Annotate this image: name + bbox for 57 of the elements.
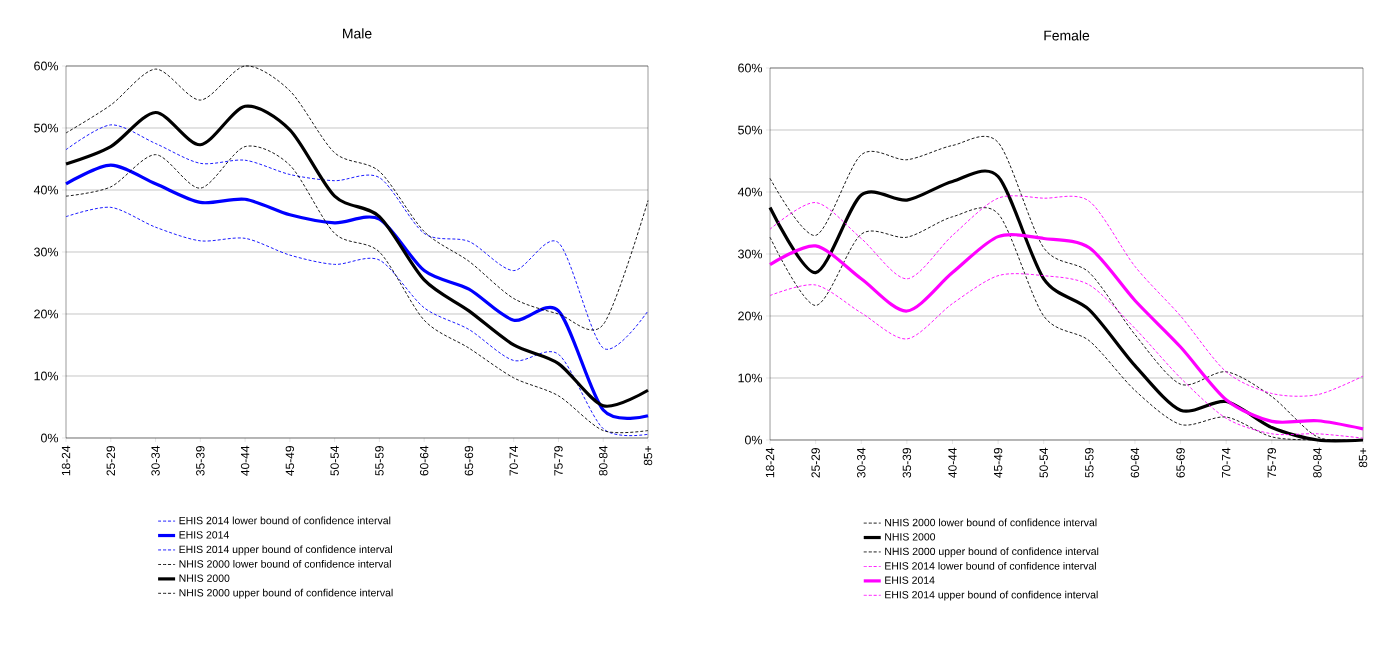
x-tick-label: 60-64 xyxy=(1130,447,1140,478)
y-tick-label: 30% xyxy=(34,247,59,257)
chart-title: Male xyxy=(343,28,372,39)
chart-title: Female xyxy=(1044,30,1090,41)
x-tick-label: 35-39 xyxy=(902,448,912,478)
x-tick-label: 60-64 xyxy=(419,445,429,476)
legend-label: NHIS 2000 xyxy=(179,574,230,582)
x-tick-label: 25-29 xyxy=(811,448,820,478)
y-tick-label: 40% xyxy=(737,187,763,197)
x-tick-label: 65-69 xyxy=(1176,448,1185,478)
x-tick-label: 80-84 xyxy=(1313,447,1322,478)
legend-label: EHIS 2014 xyxy=(179,531,229,539)
legend-label: NHIS 2000 upper bound of confidence interval xyxy=(885,547,1099,558)
legend-label: NHIS 2000 xyxy=(885,533,936,541)
x-tick-label: 35-39 xyxy=(196,446,205,476)
x-tick-label: 30-34 xyxy=(857,447,866,478)
y-tick-label: 50% xyxy=(738,125,763,135)
x-tick-label: 85+ xyxy=(643,446,653,466)
x-tick-label: 50-54 xyxy=(330,445,339,476)
x-tick-label: 18-24 xyxy=(61,445,71,476)
legend-label: NHIS 2000 lower bound of confidence interval xyxy=(885,518,1097,527)
x-tick-label: 40-44 xyxy=(948,447,957,478)
legend-label: EHIS 2014 upper bound of confidence interval xyxy=(179,545,392,556)
legend-label: EHIS 2014 lower bound of confidence interval xyxy=(179,516,391,525)
x-tick-label: 75-79 xyxy=(1267,448,1277,478)
y-tick-label: 0% xyxy=(744,435,763,445)
legend-label: NHIS 2000 upper bound of confidence interval xyxy=(179,588,393,599)
y-tick-label: 50% xyxy=(34,123,59,133)
y-tick-label: 20% xyxy=(738,311,763,321)
x-tick-label: 80-84 xyxy=(599,445,608,476)
legend-label: EHIS 2014 xyxy=(885,576,935,584)
x-tick-label: 55-59 xyxy=(1085,448,1094,478)
x-tick-label: 85+ xyxy=(1358,448,1368,468)
y-tick-label: 20% xyxy=(34,309,59,319)
x-tick-label: 25-29 xyxy=(106,446,116,476)
y-tick-label: 0% xyxy=(40,433,59,443)
legend-label: EHIS 2014 upper bound of confidence interval xyxy=(885,590,1098,601)
x-tick-label: 55-59 xyxy=(375,446,384,476)
x-tick-label: 70-74 xyxy=(509,445,518,476)
x-tick-label: 30-34 xyxy=(151,445,160,476)
y-tick-label: 30% xyxy=(738,249,763,259)
x-tick-label: 40-44 xyxy=(240,445,250,476)
y-tick-label: 10% xyxy=(34,371,59,381)
y-tick-label: 60% xyxy=(738,63,763,73)
x-tick-label: 18-24 xyxy=(765,447,775,478)
x-tick-label: 45-49 xyxy=(993,448,1003,478)
y-tick-label: 10% xyxy=(738,373,763,383)
x-tick-label: 50-54 xyxy=(1039,447,1048,478)
line-series xyxy=(65,124,649,350)
x-tick-label: 75-79 xyxy=(554,446,563,476)
x-tick-label: 70-74 xyxy=(1221,447,1231,478)
x-tick-label: 65-69 xyxy=(464,446,474,476)
legend-label: NHIS 2000 lower bound of confidence interval xyxy=(179,559,391,568)
y-tick-label: 60% xyxy=(34,61,59,71)
y-tick-label: 40% xyxy=(33,185,59,195)
x-tick-label: 45-49 xyxy=(285,446,295,476)
legend-label: EHIS 2014 lower bound of confidence interval xyxy=(885,561,1096,570)
